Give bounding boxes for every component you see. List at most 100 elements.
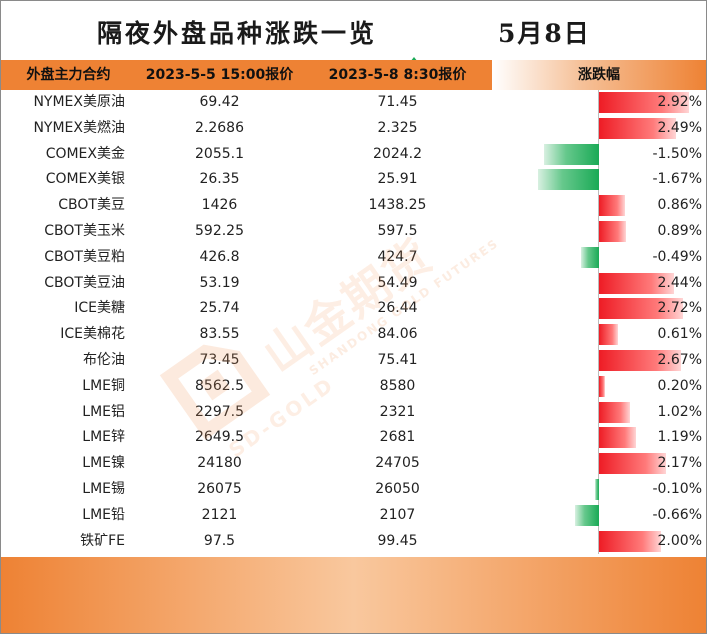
header-change: 涨跌幅 bbox=[492, 60, 706, 90]
table-row: ICE美棉花 83.55 84.06 0.61% bbox=[1, 322, 706, 348]
price-after: 424.7 bbox=[377, 248, 418, 265]
table-row: LME铜 8562.5 8580 0.20% bbox=[1, 374, 706, 400]
price-after: 2107 bbox=[379, 506, 416, 523]
price-after: 2321 bbox=[379, 403, 416, 420]
table-row: NYMEX美燃油 2.2686 2.325 2.49% bbox=[1, 116, 706, 142]
change-percent: 2.17% bbox=[657, 455, 702, 472]
price-before: 592.25 bbox=[195, 222, 244, 239]
change-bar-up bbox=[599, 92, 689, 113]
change-percent: -1.67% bbox=[652, 171, 702, 188]
header-price-2: 2023-5-8 8:30报价 bbox=[303, 60, 492, 90]
change-bar-down bbox=[581, 246, 599, 268]
change-bar-up bbox=[599, 324, 618, 346]
change-bar-up bbox=[599, 349, 682, 371]
table-body: NYMEX美原油 69.42 71.45 2.92% NYMEX美燃油 2.2686 2.3… bbox=[1, 90, 706, 554]
price-before: 2055.1 bbox=[195, 145, 244, 162]
change-percent: 0.86% bbox=[657, 197, 702, 214]
price-after: 99.45 bbox=[377, 532, 418, 549]
change-bar-up bbox=[599, 298, 683, 320]
price-after: 26050 bbox=[375, 480, 420, 497]
table-row: 铁矿FE 97.5 99.45 2.00% bbox=[1, 529, 706, 555]
cell-marker-icon bbox=[410, 57, 418, 62]
table-row: LME镍 24180 24705 2.17% bbox=[1, 451, 706, 477]
change-percent: 0.61% bbox=[657, 326, 702, 343]
price-before: 24180 bbox=[197, 455, 242, 472]
contract-name: 铁矿FE bbox=[80, 532, 125, 549]
contract-name: COMEX美金 bbox=[45, 145, 125, 162]
table-row: CBOT美豆粕 426.8 424.7 -0.49% bbox=[1, 245, 706, 271]
report-date: 5月8日 bbox=[498, 19, 591, 48]
table-header: 外盘主力合约 2023-5-5 15:00报价 2023-5-8 8:30报价 … bbox=[1, 60, 706, 90]
change-percent: -1.50% bbox=[652, 145, 702, 162]
price-after: 2024.2 bbox=[373, 145, 422, 162]
price-after: 597.5 bbox=[377, 222, 418, 239]
price-after: 26.44 bbox=[377, 300, 418, 317]
price-before: 53.19 bbox=[199, 274, 240, 291]
price-before: 97.5 bbox=[203, 532, 236, 549]
change-percent: 1.02% bbox=[657, 403, 702, 420]
price-after: 71.45 bbox=[377, 94, 418, 110]
header-price-1: 2023-5-5 15:00报价 bbox=[136, 60, 303, 90]
price-after: 2681 bbox=[379, 429, 416, 446]
change-percent: 2.00% bbox=[657, 532, 702, 549]
contract-name: LME铅 bbox=[82, 506, 125, 523]
table-row: CBOT美玉米 592.25 597.5 0.89% bbox=[1, 219, 706, 245]
price-before: 69.42 bbox=[199, 94, 240, 110]
contract-name: LME铝 bbox=[82, 403, 125, 420]
contract-name: NYMEX美燃油 bbox=[33, 119, 125, 136]
change-percent: 1.19% bbox=[657, 429, 702, 446]
change-percent: -0.10% bbox=[652, 480, 702, 497]
contract-name: CBOT美豆油 bbox=[44, 274, 125, 291]
price-before: 426.8 bbox=[199, 248, 240, 265]
change-bar-up bbox=[599, 272, 675, 294]
change-percent: -0.66% bbox=[652, 506, 702, 523]
footer-band bbox=[1, 557, 706, 633]
price-after: 54.49 bbox=[377, 274, 418, 291]
change-percent: 2.67% bbox=[657, 351, 702, 368]
table-row: CBOT美豆油 53.19 54.49 2.44% bbox=[1, 271, 706, 297]
change-percent: 2.44% bbox=[657, 274, 702, 291]
price-after: 1438.25 bbox=[368, 197, 427, 214]
contract-name: CBOT美豆粕 bbox=[44, 248, 125, 265]
table-row: COMEX美金 2055.1 2024.2 -1.50% bbox=[1, 142, 706, 168]
price-after: 75.41 bbox=[377, 351, 418, 368]
change-percent: 2.92% bbox=[657, 94, 702, 110]
contract-name: ICE美棉花 bbox=[60, 326, 125, 343]
price-after: 24705 bbox=[375, 455, 420, 472]
header-contract: 外盘主力合约 bbox=[1, 60, 136, 90]
change-bar-down bbox=[544, 143, 599, 165]
price-after: 84.06 bbox=[377, 326, 418, 343]
table-row: NYMEX美原油 69.42 71.45 2.92% bbox=[1, 90, 706, 116]
table-row: LME铅 2121 2107 -0.66% bbox=[1, 503, 706, 529]
price-before: 2297.5 bbox=[195, 403, 244, 420]
title-row: 隔夜外盘品种涨跌一览 5月8日 bbox=[1, 1, 706, 59]
price-before: 26.35 bbox=[199, 171, 240, 188]
change-bar-down bbox=[595, 478, 599, 500]
contract-name: NYMEX美原油 bbox=[33, 94, 125, 110]
price-before: 73.45 bbox=[199, 351, 240, 368]
price-before: 2649.5 bbox=[195, 429, 244, 446]
change-bar-down bbox=[574, 504, 599, 526]
table-row: LME铝 2297.5 2321 1.02% bbox=[1, 400, 706, 426]
price-after: 8580 bbox=[379, 377, 416, 394]
table-row: LME锡 26075 26050 -0.10% bbox=[1, 477, 706, 503]
change-percent: 0.89% bbox=[657, 222, 702, 239]
change-bar-up bbox=[599, 453, 666, 475]
price-after: 2.325 bbox=[377, 119, 418, 136]
change-percent: 2.49% bbox=[657, 119, 702, 136]
change-bar-up bbox=[599, 401, 631, 423]
price-before: 83.55 bbox=[199, 326, 240, 343]
contract-name: COMEX美银 bbox=[45, 171, 125, 188]
bar-axis bbox=[598, 90, 599, 554]
contract-name: LME锡 bbox=[82, 480, 125, 497]
contract-name: CBOT美玉米 bbox=[44, 222, 125, 239]
contract-name: LME铜 bbox=[82, 377, 125, 394]
price-after: 25.91 bbox=[377, 171, 418, 188]
change-bar-up bbox=[599, 530, 661, 552]
table-row: ICE美糖 25.74 26.44 2.72% bbox=[1, 296, 706, 322]
change-bar-up bbox=[599, 195, 626, 217]
table-row: CBOT美豆 1426 1438.25 0.86% bbox=[1, 193, 706, 219]
change-bar-up bbox=[599, 117, 676, 139]
price-before: 26075 bbox=[197, 480, 242, 497]
page-title: 隔夜外盘品种涨跌一览 bbox=[97, 19, 378, 48]
